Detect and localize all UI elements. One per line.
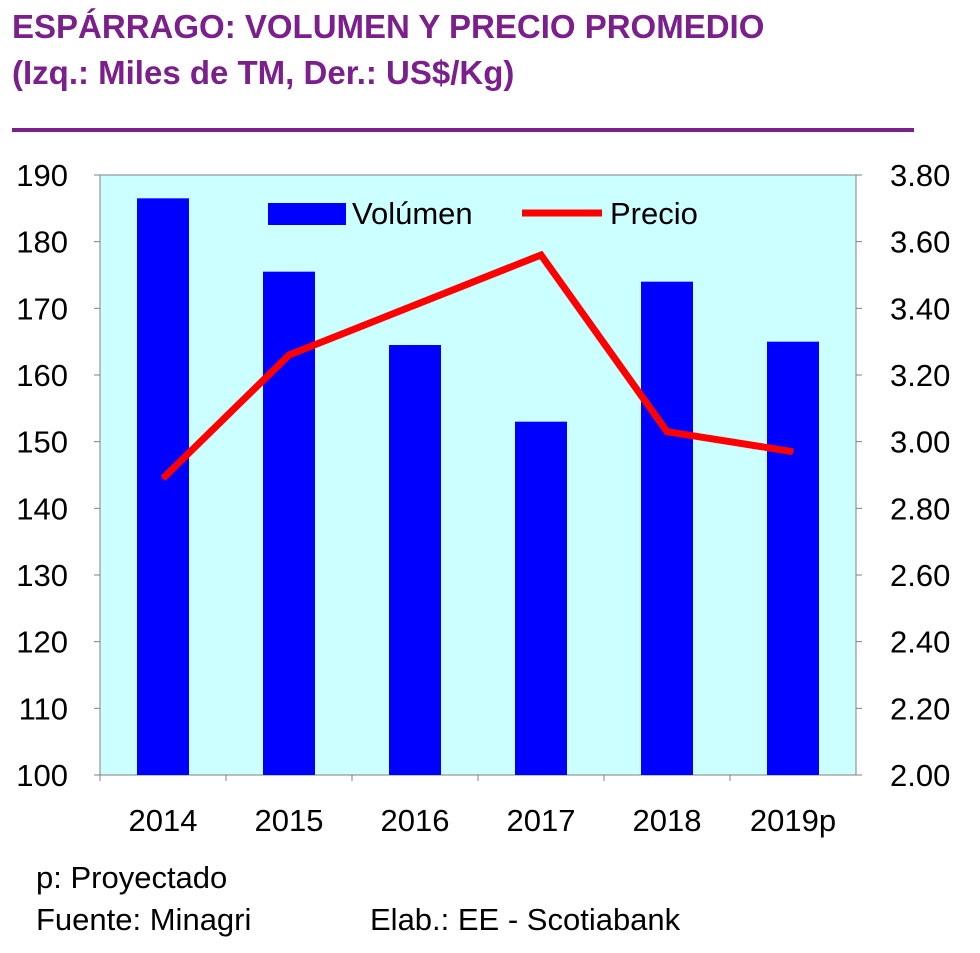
point-precio-2017 <box>540 254 542 256</box>
right-axis-tick-label: 2.80 <box>890 491 950 526</box>
x-axis-tick-label: 2016 <box>381 803 450 838</box>
right-axis-tick-label: 3.40 <box>890 291 950 326</box>
right-axis-tick-label: 2.60 <box>890 558 950 593</box>
x-axis-tick-label: 2017 <box>507 803 576 838</box>
x-axis-tick-label: 2014 <box>129 803 198 838</box>
left-axis-tick-label: 190 <box>16 158 68 193</box>
left-axis-tick-label: 130 <box>16 558 68 593</box>
x-axis-tick-label: 2018 <box>633 803 702 838</box>
bar-volumen-2018 <box>641 281 693 775</box>
line-precio <box>160 250 794 481</box>
left-axis-tick-label: 160 <box>16 358 68 393</box>
right-axis-tick-label: 3.00 <box>890 425 950 460</box>
left-axis-tick-label: 120 <box>16 625 68 660</box>
point-precio-2019p <box>792 450 794 453</box>
bar-volumen-2017 <box>515 421 567 775</box>
x-axis-tick-label: 2015 <box>255 803 324 838</box>
footnote-elaboration: Elab.: EE - Scotiabank <box>370 902 681 937</box>
legend-label-precio: Precio <box>610 196 698 231</box>
x-axis-tick-label: 2019p <box>750 803 836 838</box>
bar-volumen-2014 <box>137 198 189 776</box>
bar-volumen-2016 <box>389 345 441 775</box>
right-axis-tick-label: 2.00 <box>890 758 950 793</box>
bar-volumen-2019p <box>767 341 819 775</box>
title-divider <box>12 128 914 132</box>
plot-area <box>99 174 857 776</box>
left-axis-tick-label: 140 <box>16 491 68 526</box>
point-precio-2016 <box>414 304 416 306</box>
footnote-projected: p: Proyectado <box>36 860 228 895</box>
legend-swatch-volumen <box>268 203 346 225</box>
point-precio-2015 <box>288 354 290 356</box>
left-axis-tick-label: 150 <box>16 425 68 460</box>
right-axis-tick-label: 2.40 <box>890 625 950 660</box>
left-axis-tick-label: 170 <box>16 291 68 326</box>
chart-subtitle: (Izq.: Miles de TM, Der.: US$/Kg) <box>12 54 515 91</box>
point-precio-2014 <box>162 477 164 480</box>
right-axis-tick-label: 3.60 <box>890 225 950 260</box>
point-precio-2018 <box>666 430 668 433</box>
chart-title: ESPÁRRAGO: VOLUMEN Y PRECIO PROMEDIO <box>12 8 765 45</box>
footnote-source: Fuente: Minagri <box>36 902 252 937</box>
left-axis-tick-label: 100 <box>16 758 68 793</box>
left-axis-tick-label: 110 <box>19 691 68 726</box>
right-axis-tick-label: 3.20 <box>890 358 950 393</box>
chart: 190 180 170 160 150 140 130 120 110 100 3.80 3.60 3.… <box>16 158 950 838</box>
left-axis-tick-label: 180 <box>16 225 68 260</box>
legend-label-volumen: Volúmen <box>352 196 473 231</box>
right-axis-tick-label: 3.80 <box>890 158 950 193</box>
right-axis-tick-label: 2.20 <box>890 691 950 726</box>
